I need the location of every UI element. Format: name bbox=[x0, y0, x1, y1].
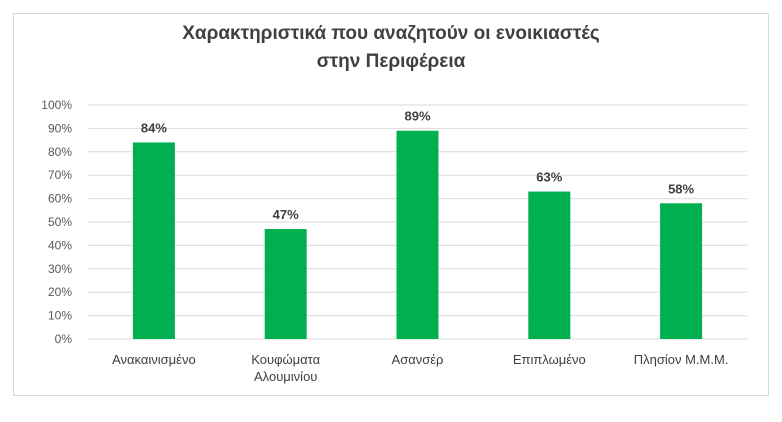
bar bbox=[396, 130, 439, 339]
y-tick-label: 30% bbox=[48, 262, 72, 276]
data-label: 89% bbox=[404, 109, 430, 124]
y-tick-label: 70% bbox=[48, 168, 72, 182]
x-tick-label: Ανακαινισμένο bbox=[112, 352, 196, 367]
y-tick-label: 0% bbox=[55, 332, 73, 346]
data-label: 58% bbox=[668, 181, 694, 196]
data-label: 47% bbox=[273, 207, 299, 222]
bar bbox=[528, 191, 571, 339]
y-tick-label: 60% bbox=[48, 192, 72, 206]
x-tick-label: Επιπλωμένο bbox=[513, 352, 586, 367]
chart-title-line-2: στην Περιφέρεια bbox=[316, 51, 466, 72]
x-tick-label: Πλησίον Μ.Μ.Μ. bbox=[634, 352, 729, 367]
x-tick-label: Αλουμινίου bbox=[254, 369, 317, 384]
y-tick-label: 20% bbox=[48, 285, 72, 299]
x-tick-label: Ασανσέρ bbox=[392, 352, 444, 367]
y-tick-label: 40% bbox=[48, 238, 72, 252]
y-tick-label: 90% bbox=[48, 121, 72, 135]
bar bbox=[132, 142, 175, 339]
bar bbox=[660, 203, 703, 339]
y-tick-label: 100% bbox=[41, 98, 72, 112]
y-tick-label: 80% bbox=[48, 145, 72, 159]
data-label: 84% bbox=[141, 120, 167, 135]
y-tick-label: 50% bbox=[48, 215, 72, 229]
data-label: 63% bbox=[536, 170, 562, 185]
chart-title-line-1: Χαρακτηριστικά που αναζητούν οι ενοικιασ… bbox=[182, 23, 600, 44]
y-tick-label: 10% bbox=[48, 309, 72, 323]
chart-title: Χαρακτηριστικά που αναζητούν οι ενοικιασ… bbox=[0, 20, 782, 76]
x-tick-label: Κουφώματα bbox=[251, 352, 320, 367]
bar bbox=[264, 229, 307, 339]
